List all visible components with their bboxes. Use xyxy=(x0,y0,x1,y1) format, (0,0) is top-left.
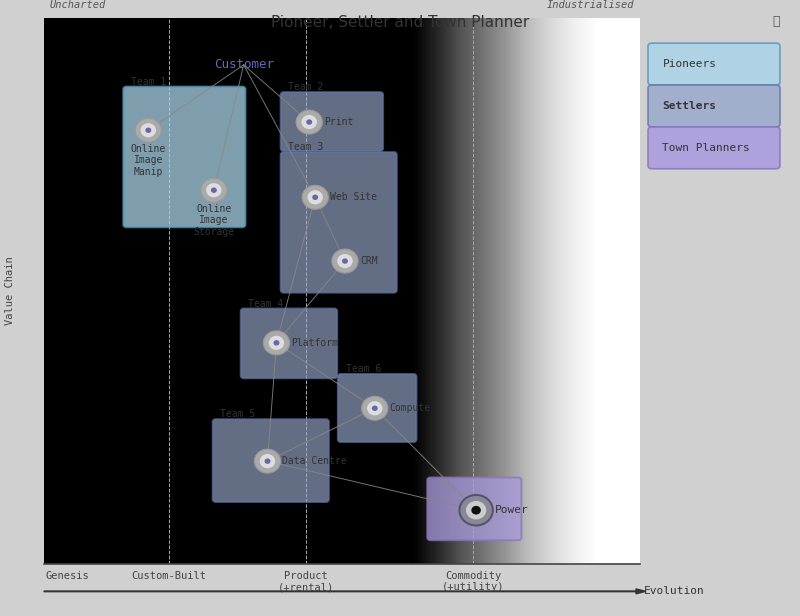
FancyBboxPatch shape xyxy=(241,309,338,378)
FancyBboxPatch shape xyxy=(281,152,397,293)
Circle shape xyxy=(265,458,270,464)
Text: Online
Image
Storage: Online Image Storage xyxy=(194,204,234,237)
Circle shape xyxy=(211,187,217,193)
Circle shape xyxy=(146,128,151,133)
Text: Team 2: Team 2 xyxy=(288,82,324,92)
Circle shape xyxy=(471,506,481,514)
FancyBboxPatch shape xyxy=(427,477,522,540)
FancyBboxPatch shape xyxy=(338,374,417,442)
Text: Online
Image
Manip: Online Image Manip xyxy=(130,144,166,177)
Circle shape xyxy=(263,331,290,355)
Circle shape xyxy=(201,178,227,202)
Text: Team 3: Team 3 xyxy=(288,142,324,152)
Circle shape xyxy=(260,454,275,468)
Circle shape xyxy=(466,501,486,519)
Circle shape xyxy=(302,115,317,129)
Circle shape xyxy=(269,336,284,350)
Circle shape xyxy=(254,449,281,473)
Text: Industrialised: Industrialised xyxy=(546,0,634,10)
Circle shape xyxy=(274,340,279,346)
Text: Team 6: Team 6 xyxy=(346,364,381,374)
Circle shape xyxy=(338,254,353,268)
Text: Print: Print xyxy=(324,117,354,127)
Text: Evolution: Evolution xyxy=(644,586,705,596)
Circle shape xyxy=(135,118,162,142)
FancyBboxPatch shape xyxy=(281,92,383,151)
Circle shape xyxy=(141,123,156,137)
Circle shape xyxy=(459,495,493,525)
Text: Team 4: Team 4 xyxy=(249,299,284,309)
Circle shape xyxy=(372,405,378,411)
Text: Pioneers: Pioneers xyxy=(662,59,717,69)
Text: Team 1: Team 1 xyxy=(131,76,166,87)
FancyBboxPatch shape xyxy=(213,419,329,502)
Circle shape xyxy=(296,110,322,134)
Text: Platform: Platform xyxy=(291,338,338,348)
Circle shape xyxy=(342,258,348,264)
Text: CRM: CRM xyxy=(360,256,378,266)
Text: Pioneer, Settler and Town Planner: Pioneer, Settler and Town Planner xyxy=(271,15,529,30)
Text: Customer: Customer xyxy=(214,59,274,71)
Circle shape xyxy=(307,190,323,205)
Text: Compute: Compute xyxy=(390,403,431,413)
Text: Data Centre: Data Centre xyxy=(282,456,347,466)
Circle shape xyxy=(312,195,318,200)
Circle shape xyxy=(362,396,388,420)
Circle shape xyxy=(367,401,382,415)
Text: Uncharted: Uncharted xyxy=(50,0,106,10)
Text: Value Chain: Value Chain xyxy=(6,257,15,325)
Circle shape xyxy=(306,120,312,125)
Circle shape xyxy=(332,249,358,273)
Circle shape xyxy=(302,185,328,209)
Text: Power: Power xyxy=(495,505,529,515)
Text: Town Planners: Town Planners xyxy=(662,143,750,153)
Text: Web Site: Web Site xyxy=(330,192,377,202)
FancyBboxPatch shape xyxy=(123,87,246,227)
Text: ⛶: ⛶ xyxy=(773,15,780,28)
Circle shape xyxy=(206,183,222,197)
Text: Team 5: Team 5 xyxy=(221,409,256,419)
Text: Settlers: Settlers xyxy=(662,101,717,111)
